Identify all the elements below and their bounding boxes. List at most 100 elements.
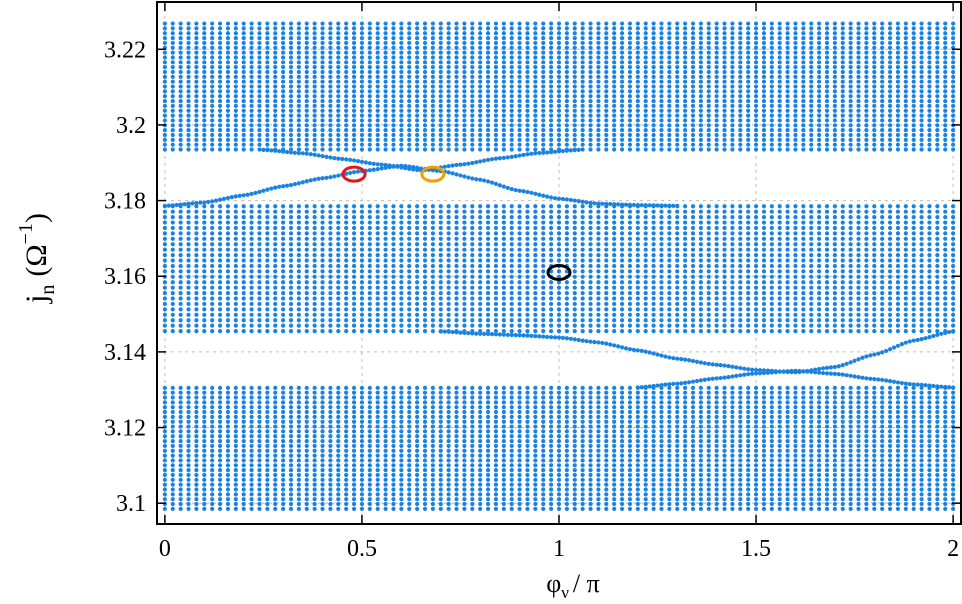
- band-0-point: [375, 438, 380, 444]
- band-0-point: [927, 463, 932, 468]
- band-1-point: [903, 307, 908, 312]
- band-0-point: [525, 414, 530, 419]
- band-1-point: [777, 225, 782, 231]
- band-1-point: [643, 274, 648, 279]
- band-1-point: [880, 280, 885, 285]
- band-1-point: [943, 323, 948, 328]
- band-0-point: [564, 443, 569, 449]
- band-1-point: [564, 280, 569, 285]
- band-0-point: [919, 448, 924, 453]
- band-0-point: [895, 434, 901, 439]
- band-1-point: [359, 301, 365, 307]
- band-0-point: [887, 472, 893, 478]
- band-0-point: [848, 395, 853, 400]
- band-1-point: [367, 301, 372, 307]
- band-0-point: [478, 400, 483, 405]
- band-1-point: [478, 225, 483, 231]
- band-0-point: [422, 472, 428, 478]
- band-1-point: [943, 285, 948, 290]
- band-1-point: [612, 269, 617, 274]
- band-0-point: [777, 400, 782, 405]
- band-1-point: [328, 225, 333, 231]
- band-1-point: [351, 301, 357, 307]
- band-1-point: [746, 242, 751, 247]
- band-1-point: [517, 209, 522, 214]
- band-1-point: [777, 274, 782, 279]
- band-0-point: [943, 492, 948, 497]
- band-1-point: [359, 323, 365, 328]
- band-1-point: [541, 209, 546, 214]
- band-0-point: [249, 395, 254, 400]
- band-1-point: [738, 215, 743, 220]
- band-1-point: [753, 209, 759, 214]
- band-1-point: [288, 215, 294, 220]
- band-0-point: [517, 506, 522, 511]
- band-1-point: [312, 258, 317, 263]
- band-0-point: [367, 405, 372, 410]
- band-0-point: [785, 438, 790, 444]
- band-0-point: [162, 497, 167, 502]
- band-1-point: [769, 215, 774, 220]
- band-1-point: [627, 285, 633, 290]
- band-0-point: [375, 477, 380, 482]
- band-1-point: [580, 312, 585, 317]
- band-0-point: [446, 438, 451, 444]
- band-1-point: [470, 274, 475, 279]
- band-1-point: [722, 291, 727, 296]
- band-1-point: [895, 209, 901, 214]
- band-0-point: [801, 390, 806, 395]
- band-0-point: [485, 497, 491, 502]
- band-0-point: [643, 448, 648, 453]
- band-0-point: [738, 448, 743, 453]
- band-1-point: [580, 285, 585, 290]
- band-0-point: [667, 419, 672, 424]
- band-0-point: [359, 438, 365, 444]
- band-1-point: [328, 220, 333, 225]
- band-0-point: [738, 501, 743, 507]
- band-0-point: [549, 395, 554, 400]
- band-1-point: [399, 291, 404, 296]
- band-1-point: [903, 253, 908, 258]
- band-1-point: [604, 253, 609, 258]
- band-0-point: [375, 506, 380, 511]
- band-0-point: [604, 506, 609, 511]
- band-0-point: [186, 395, 191, 400]
- band-1-point: [478, 280, 483, 285]
- band-1-point: [635, 215, 640, 220]
- band-0-point: [580, 409, 585, 415]
- band-1-point: [840, 291, 845, 296]
- band-1-point: [619, 301, 625, 307]
- band-0-point: [162, 438, 167, 444]
- band-1-point: [635, 296, 640, 301]
- band-0-point: [651, 463, 656, 468]
- band-0-point: [446, 463, 451, 468]
- band-0-point: [840, 395, 845, 400]
- band-1-point: [233, 318, 238, 323]
- band-0-point: [446, 497, 451, 502]
- band-0-point: [675, 405, 680, 410]
- band-1-point: [304, 231, 309, 236]
- band-0-point: [919, 477, 924, 482]
- band-0-point: [249, 419, 254, 424]
- band-1-point: [690, 269, 696, 274]
- band-1-point: [840, 312, 845, 317]
- band-0-point: [785, 409, 790, 415]
- band-1-point: [675, 285, 680, 290]
- band-1-point: [675, 312, 680, 317]
- band-0-point: [241, 395, 246, 400]
- band-0-point: [706, 385, 711, 390]
- band-1-point: [769, 236, 774, 241]
- band-0-point: [375, 492, 380, 497]
- band-0-point: [485, 506, 491, 511]
- band-0-point: [848, 463, 853, 468]
- band-1-point: [517, 301, 522, 307]
- band-0-point: [462, 463, 467, 468]
- band-0-point: [454, 419, 459, 424]
- band-1-point: [730, 318, 735, 323]
- band-0-point: [659, 429, 664, 434]
- band-1-point: [911, 225, 916, 231]
- band-1-point: [549, 220, 554, 225]
- band-0-point: [478, 434, 483, 439]
- band-0-point: [186, 443, 191, 449]
- band-0-point: [217, 405, 223, 410]
